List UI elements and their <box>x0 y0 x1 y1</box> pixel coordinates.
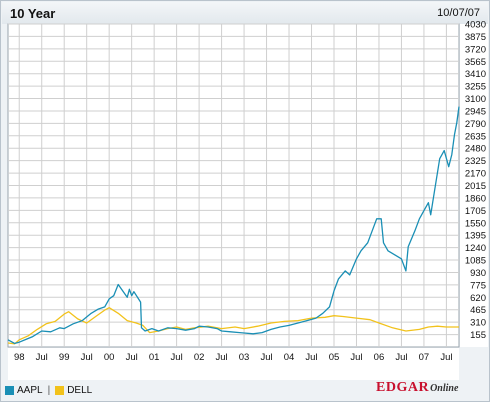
x-tick-label: 07 <box>419 352 430 363</box>
y-tick-label: 3875 <box>465 32 486 43</box>
y-tick-label: 2325 <box>465 156 486 167</box>
y-tick-label: 620 <box>470 293 486 304</box>
y-tick-label: 1550 <box>465 218 486 229</box>
y-tick-label: 1395 <box>465 231 486 242</box>
edgar-online-logo[interactable]: EDGAR Online <box>376 380 458 396</box>
x-tick-label: Jul <box>305 352 317 363</box>
y-tick-label: 465 <box>470 305 486 316</box>
x-tick-label: Jul <box>36 352 48 363</box>
aapl-swatch-icon <box>5 385 14 395</box>
x-tick-label: 02 <box>194 352 205 363</box>
y-tick-label: 3255 <box>465 82 486 93</box>
y-tick-label: 2480 <box>465 144 486 155</box>
x-tick-label: 99 <box>59 352 70 363</box>
y-tick-label: 1085 <box>465 256 486 267</box>
y-tick-label: 2945 <box>465 106 486 117</box>
brand-edgar: EDGAR <box>376 380 430 395</box>
x-tick-label: 04 <box>284 352 295 363</box>
chart-date: 10/07/07 <box>437 7 480 19</box>
legend-label-aapl: AAPL <box>17 384 43 396</box>
x-tick-label: Jul <box>126 352 138 363</box>
y-tick-label: 1240 <box>465 243 486 254</box>
dell-swatch-icon <box>55 385 65 395</box>
y-tick-label: 1860 <box>465 193 486 204</box>
legend-item-aapl[interactable]: AAPL <box>5 385 43 396</box>
y-tick-label: 310 <box>470 318 486 329</box>
legend-label-dell: DELL <box>67 384 93 396</box>
x-tick-label: Jul <box>350 352 362 363</box>
x-tick-label: Jul <box>171 352 183 363</box>
x-tick-label: Jul <box>216 352 228 363</box>
y-tick-label: 2015 <box>465 181 486 192</box>
chart-title: 10 Year <box>10 6 56 21</box>
x-tick-label: 01 <box>149 352 160 363</box>
series-line-dell <box>7 307 459 345</box>
chart-header: 10 Year 10/07/07 <box>2 2 488 24</box>
y-tick-label: 2170 <box>465 169 486 180</box>
x-tick-label: 06 <box>374 352 385 363</box>
y-tick-label: 2635 <box>465 131 486 142</box>
x-tick-label: 98 <box>14 352 25 363</box>
legend-separator: | <box>47 384 51 396</box>
y-tick-label: 1705 <box>465 206 486 217</box>
brand-online: Online <box>430 383 459 394</box>
y-tick-label: 2790 <box>465 119 486 130</box>
x-axis-strip <box>8 348 459 380</box>
y-tick-label: 155 <box>470 330 486 341</box>
y-tick-label: 3410 <box>465 69 486 80</box>
x-tick-label: 00 <box>104 352 115 363</box>
y-tick-label: 4030 <box>465 20 486 31</box>
x-tick-label: Jul <box>395 352 407 363</box>
x-tick-label: Jul <box>81 352 93 363</box>
y-tick-label: 930 <box>470 268 486 279</box>
legend: AAPL | DELL <box>5 383 97 397</box>
legend-item-dell[interactable]: DELL <box>55 385 92 396</box>
y-tick-label: 3720 <box>465 44 486 55</box>
series-line-aapl <box>7 106 460 345</box>
y-tick-label: 3100 <box>465 94 486 105</box>
x-tick-label: Jul <box>440 352 452 363</box>
x-tick-label: 03 <box>239 352 250 363</box>
x-tick-label: 05 <box>329 352 340 363</box>
y-tick-label: 775 <box>470 280 486 291</box>
x-tick-label: Jul <box>260 352 272 363</box>
y-axis-strip <box>460 24 488 347</box>
y-tick-label: 3565 <box>465 57 486 68</box>
